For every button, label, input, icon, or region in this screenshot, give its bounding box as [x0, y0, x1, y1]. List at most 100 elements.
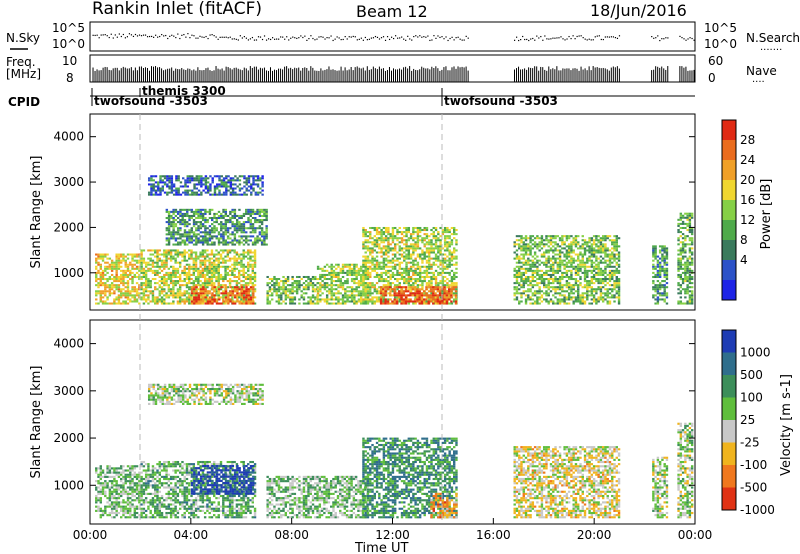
freq-bar — [409, 66, 411, 82]
heatmap-cell — [527, 298, 530, 301]
heatmap-cell — [247, 296, 250, 299]
heatmap-cell — [369, 237, 372, 240]
heatmap-cell — [414, 249, 417, 252]
heatmap-cell — [172, 300, 175, 303]
heatmap-cell — [251, 227, 255, 230]
noise-point — [360, 37, 362, 39]
heatmap-cell — [409, 292, 412, 295]
heatmap-cell — [213, 229, 216, 232]
freq-bar — [269, 67, 271, 82]
heatmap-cell — [110, 288, 114, 291]
noise-point — [594, 36, 596, 38]
heatmap-cell — [176, 292, 180, 295]
heatmap-cell — [231, 223, 234, 226]
heatmap-cell — [253, 284, 257, 287]
heatmap-cell — [195, 221, 198, 224]
heatmap-cell — [142, 290, 146, 293]
heatmap-cell — [380, 275, 383, 279]
heatmap-cell — [298, 288, 301, 291]
heatmap-cell — [183, 208, 187, 211]
heatmap-cell — [321, 284, 324, 287]
heatmap-cell — [394, 249, 397, 252]
heatmap-cell — [218, 193, 221, 196]
heatmap-cell — [520, 300, 523, 303]
heatmap-cell — [115, 280, 118, 283]
heatmap-cell — [195, 243, 198, 246]
heatmap-cell — [227, 179, 230, 182]
heatmap-cell — [328, 278, 331, 281]
heatmap-cell — [400, 298, 403, 301]
heatmap-cell — [357, 286, 361, 289]
heatmap-cell — [244, 282, 248, 285]
heatmap-cell — [147, 267, 150, 270]
heatmap-cell — [210, 263, 214, 266]
heatmap-cell — [240, 235, 243, 238]
heatmap-cell — [346, 263, 349, 266]
heatmap-cell — [400, 290, 403, 293]
heatmap-cell — [441, 300, 444, 303]
heatmap-cell — [432, 302, 435, 305]
heatmap-cell — [122, 269, 125, 272]
heatmap-cell — [192, 223, 196, 226]
heatmap-cell — [529, 239, 532, 242]
heatmap-cell — [231, 221, 234, 224]
heatmap-cell — [261, 189, 264, 192]
freq-bar — [556, 66, 558, 82]
heatmap-cell — [167, 249, 171, 252]
heatmap-cell — [538, 237, 541, 240]
heatmap-cell — [222, 302, 225, 305]
freq-bar — [417, 70, 419, 82]
heatmap-cell — [131, 280, 134, 283]
heatmap-cell — [357, 271, 361, 274]
freq-bar — [528, 67, 530, 82]
heatmap-cell — [195, 183, 199, 186]
freq-bar — [445, 66, 447, 82]
heatmap-cell — [160, 261, 164, 264]
heatmap-cell — [186, 212, 189, 215]
heatmap-cell — [330, 290, 333, 293]
heatmap-cell — [378, 265, 381, 268]
heatmap-cell — [199, 255, 202, 258]
heatmap-cell — [194, 257, 198, 260]
heatmap-cell — [163, 294, 166, 297]
freq-bar — [685, 66, 687, 82]
heatmap-cell — [282, 300, 285, 303]
heatmap-cell — [231, 294, 235, 297]
heatmap-cell — [394, 247, 397, 250]
freq-left-tick-10: 10 — [62, 54, 77, 68]
freq-bar — [157, 67, 159, 82]
heatmap-cell — [135, 294, 139, 297]
heatmap-cell — [355, 294, 358, 297]
heatmap-cell — [253, 275, 257, 279]
heatmap-cell — [412, 265, 415, 268]
heatmap-cell — [181, 271, 184, 274]
heatmap-cell — [547, 282, 550, 285]
heatmap-cell — [366, 275, 370, 279]
heatmap-cell — [335, 273, 338, 276]
heatmap-cell — [387, 251, 390, 254]
heatmap-cell — [387, 241, 390, 244]
heatmap-cell — [163, 288, 166, 291]
heatmap-cell — [175, 193, 178, 196]
heatmap-cell — [229, 298, 232, 301]
heatmap-cell — [242, 227, 246, 230]
heatmap-cell — [147, 284, 150, 287]
heatmap-cell — [391, 231, 395, 234]
heatmap-cell — [344, 296, 347, 299]
heatmap-cell — [411, 286, 415, 289]
heatmap-cell — [108, 292, 112, 295]
noise-point — [167, 37, 169, 40]
heatmap-cell — [448, 259, 451, 262]
heatmap-cell — [366, 282, 370, 285]
heatmap-cell — [193, 179, 196, 182]
heatmap-cell — [159, 193, 162, 196]
heatmap-cell — [430, 278, 433, 281]
heatmap-cell — [195, 296, 198, 299]
heatmap-cell — [229, 233, 232, 236]
heatmap-cell — [409, 298, 412, 301]
heatmap-cell — [263, 214, 266, 217]
heatmap-cell — [371, 249, 374, 252]
heatmap-cell — [251, 275, 254, 279]
heatmap-cell — [165, 280, 168, 283]
heatmap-cell — [249, 223, 252, 226]
